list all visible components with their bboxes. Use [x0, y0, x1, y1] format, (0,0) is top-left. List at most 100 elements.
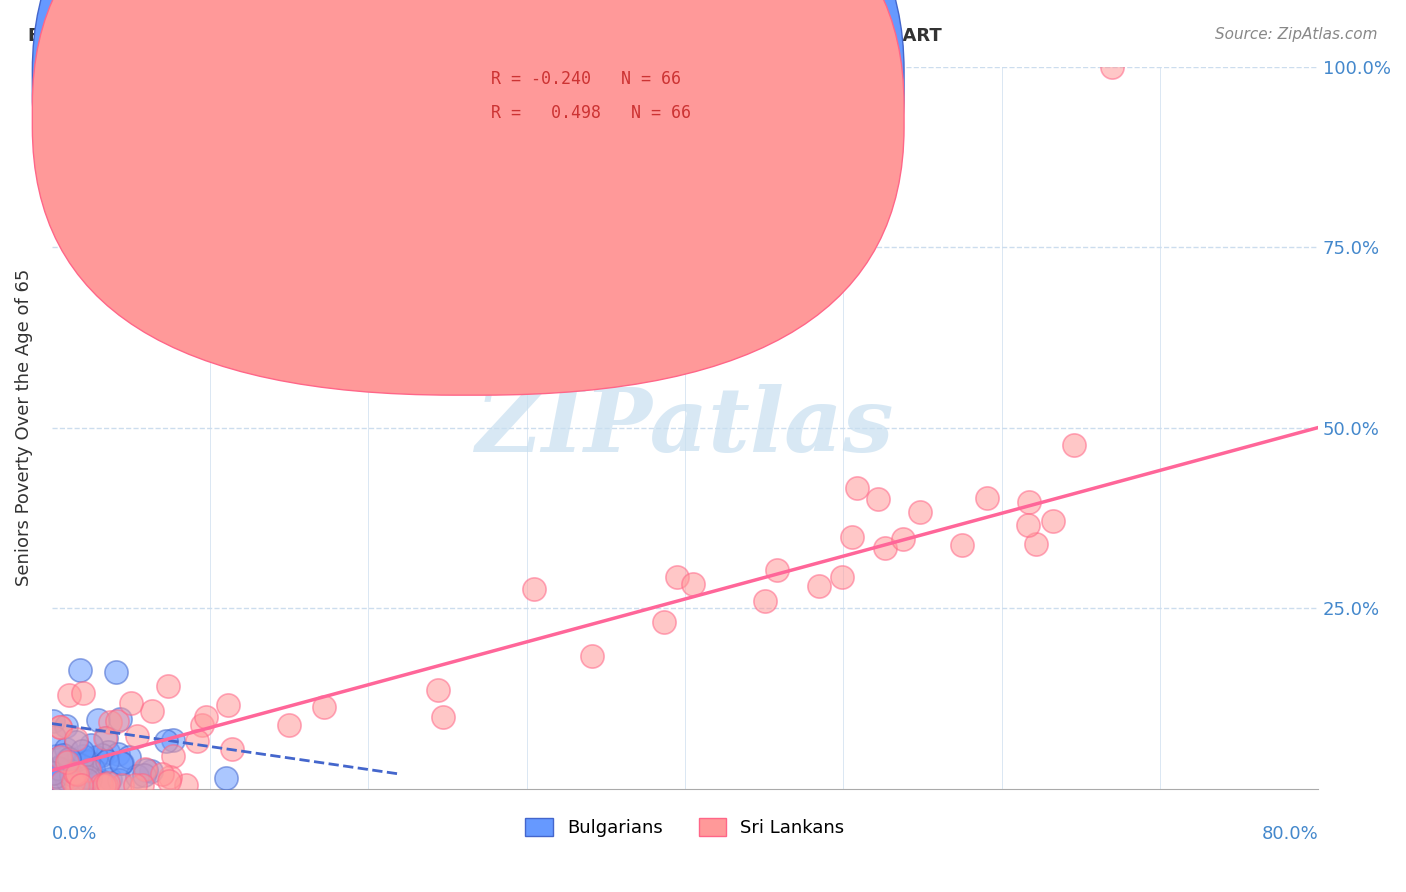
Point [868, 491, 890, 506]
Point [56, 772, 79, 787]
Point [873, 541, 896, 556]
Point [49, 762, 72, 776]
Point [63, 764, 86, 779]
Point [221, 741, 243, 756]
Point [891, 532, 914, 546]
Text: BULGARIAN VS SRI LANKAN SENIORS POVERTY OVER THE AGE OF 65 CORRELATION CHART: BULGARIAN VS SRI LANKAN SENIORS POVERTY … [28, 27, 942, 45]
Point [910, 505, 932, 519]
Point [150, 767, 173, 781]
Point [80, 738, 103, 752]
Text: R =   0.498   N = 66: R = 0.498 N = 66 [491, 104, 690, 122]
Point [44, 772, 66, 787]
Text: 0.0%: 0.0% [52, 824, 97, 843]
Point [1017, 518, 1039, 533]
Point [46, 766, 69, 780]
Point [134, 762, 156, 776]
Point [86, 713, 108, 727]
Point [652, 615, 675, 629]
Point [131, 778, 153, 792]
Point [186, 734, 208, 748]
Point [98, 715, 121, 730]
Point [277, 717, 299, 731]
Point [46, 761, 69, 775]
Point [42, 731, 65, 745]
Point [523, 582, 546, 597]
Point [72, 748, 94, 763]
Point [65, 735, 87, 749]
Point [44, 749, 66, 764]
Y-axis label: Seniors Poverty Over the Age of 65: Seniors Poverty Over the Age of 65 [15, 268, 32, 586]
Legend: Bulgarians, Sri Lankans: Bulgarians, Sri Lankans [519, 811, 852, 845]
Point [191, 717, 214, 731]
Point [59, 767, 82, 781]
Point [42, 764, 65, 778]
Point [124, 778, 146, 792]
Point [1063, 438, 1085, 452]
Point [1042, 514, 1064, 528]
Point [96, 778, 118, 792]
Point [45, 772, 67, 787]
Point [950, 538, 973, 552]
Point [58, 688, 80, 702]
Point [77, 754, 100, 768]
Point [77, 755, 100, 769]
Point [59, 751, 82, 765]
Point [96, 731, 118, 746]
Point [80, 763, 103, 777]
Point [56, 753, 79, 767]
Point [55, 765, 77, 780]
Point [84, 750, 107, 764]
Point [72, 764, 94, 778]
Point [666, 570, 689, 584]
Point [76, 770, 98, 784]
Point [105, 714, 128, 729]
Point [157, 679, 180, 693]
Text: 80.0%: 80.0% [1261, 824, 1319, 843]
Point [42, 766, 65, 780]
Point [65, 767, 87, 781]
Point [1018, 494, 1040, 508]
Point [976, 491, 998, 506]
Point [66, 778, 89, 792]
Point [79, 772, 101, 787]
Point [155, 734, 177, 748]
Point [105, 665, 128, 680]
Point [45, 769, 67, 783]
Point [97, 776, 120, 790]
Point [51, 758, 73, 772]
Point [69, 663, 91, 677]
Point [111, 778, 134, 792]
Point [69, 758, 91, 772]
Point [125, 769, 148, 783]
Point [48, 763, 70, 777]
Point [93, 778, 115, 792]
Point [108, 773, 131, 788]
Point [52, 747, 75, 762]
Point [217, 698, 239, 713]
Point [55, 719, 77, 733]
Point [135, 764, 157, 778]
Point [60, 771, 83, 785]
Text: ZIPatlas: ZIPatlas [477, 384, 894, 471]
Point [766, 564, 789, 578]
Point [831, 570, 853, 584]
Point [90, 773, 112, 788]
Point [581, 648, 603, 663]
Point [63, 765, 86, 780]
Point [63, 756, 86, 770]
Point [841, 530, 863, 544]
Point [159, 770, 181, 784]
Point [314, 700, 336, 714]
Point [70, 744, 93, 758]
Text: R = -0.240   N = 66: R = -0.240 N = 66 [491, 70, 681, 88]
Point [90, 778, 112, 792]
Point [157, 773, 180, 788]
Point [48, 720, 70, 734]
Point [108, 712, 131, 726]
Point [91, 747, 114, 762]
Point [125, 730, 148, 744]
Point [97, 745, 120, 759]
Point [214, 771, 236, 785]
Point [162, 732, 184, 747]
Point [195, 709, 218, 723]
